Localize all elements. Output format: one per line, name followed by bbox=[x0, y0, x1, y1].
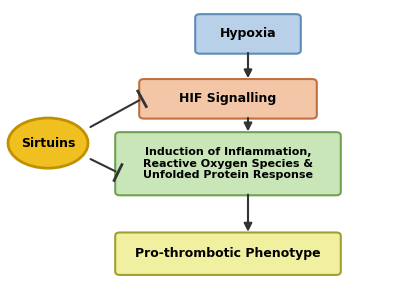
Text: Hypoxia: Hypoxia bbox=[220, 27, 276, 40]
FancyBboxPatch shape bbox=[115, 132, 341, 195]
Text: HIF Signalling: HIF Signalling bbox=[179, 92, 277, 105]
FancyBboxPatch shape bbox=[195, 14, 301, 54]
Ellipse shape bbox=[8, 118, 88, 168]
FancyBboxPatch shape bbox=[139, 79, 317, 119]
Text: Pro-thrombotic Phenotype: Pro-thrombotic Phenotype bbox=[135, 247, 321, 260]
FancyBboxPatch shape bbox=[115, 232, 341, 275]
Text: Sirtuins: Sirtuins bbox=[21, 137, 75, 150]
Text: Induction of Inflammation,
Reactive Oxygen Species &
Unfolded Protein Response: Induction of Inflammation, Reactive Oxyg… bbox=[143, 147, 313, 180]
